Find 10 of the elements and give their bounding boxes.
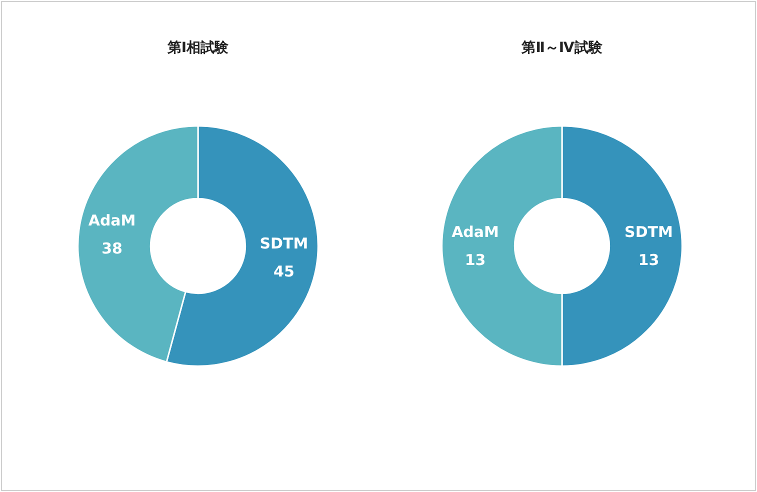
slice-label: SDTM xyxy=(624,223,673,241)
data-label: 13 xyxy=(464,251,486,269)
slice-label: AdaM xyxy=(88,212,136,230)
data-label: 13 xyxy=(638,251,660,269)
slice-label: AdaM xyxy=(452,223,499,241)
data-label: 38 xyxy=(102,240,122,258)
chart-title: 第Ⅰ相試験 xyxy=(166,39,230,56)
slice-label: SDTM xyxy=(260,234,308,252)
data-label: 45 xyxy=(274,262,294,280)
chart-title: 第Ⅱ～Ⅳ試験 xyxy=(520,39,604,56)
